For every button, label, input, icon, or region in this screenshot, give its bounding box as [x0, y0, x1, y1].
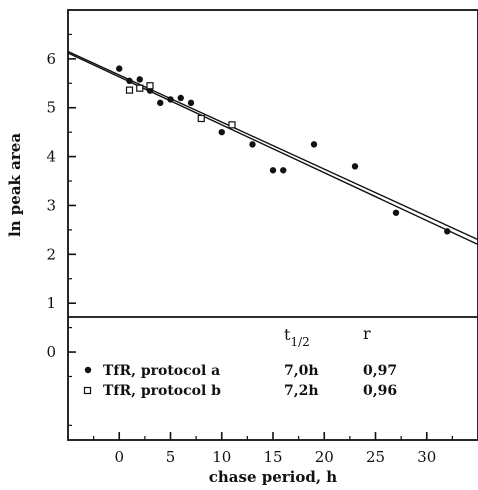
y-axis-label: ln peak area	[6, 133, 24, 237]
data-point-protocol-a	[218, 128, 225, 136]
legend-header-thalf-main: t	[284, 325, 291, 344]
y-tick-label: 4	[46, 148, 56, 166]
x-tick-label: 20	[315, 448, 334, 466]
x-axis-label: chase period, h	[209, 468, 338, 486]
tick-labels: 0 1 2 3 4 5 6 0 5 10 15 20 25 30	[46, 50, 436, 466]
y-tick-label: 3	[46, 196, 56, 214]
legend-header-r: r	[363, 324, 371, 343]
y-tick-label: 2	[46, 245, 56, 263]
data-point-protocol-a	[126, 77, 133, 85]
data-point-protocol-a	[392, 209, 400, 216]
x-tick-label: 0	[114, 448, 124, 466]
data-point-protocol-a	[280, 167, 287, 174]
legend-header-thalf-sub: 1/2	[290, 335, 309, 349]
data-point-protocol-b	[197, 114, 205, 123]
data-point-protocol-a	[444, 228, 451, 235]
data-point-protocol-a	[116, 65, 123, 72]
x-tick-label: 30	[417, 448, 436, 466]
data-points	[116, 65, 451, 235]
legend-r-b: 0,96	[363, 383, 397, 399]
data-point-protocol-a	[351, 163, 359, 170]
data-point-protocol-a	[177, 94, 184, 102]
data-point-protocol-a	[249, 141, 256, 148]
legend-label-a: TfR, protocol a	[103, 363, 220, 379]
data-point-protocol-a	[310, 141, 318, 148]
x-tick-label: 15	[263, 448, 282, 466]
y-tick-label: 5	[46, 99, 56, 117]
ticks	[68, 33, 453, 440]
data-point-protocol-a	[157, 99, 164, 107]
data-point-protocol-a	[136, 76, 143, 83]
legend: t1/2 r TfR, protocol a 7,0h 0,97 TfR, pr…	[83, 324, 397, 399]
data-point-protocol-b	[146, 82, 154, 90]
legend-thalf-b: 7,2h	[284, 383, 319, 399]
data-point-protocol-b	[136, 84, 144, 92]
fit-line-protocol-a	[67, 50, 478, 241]
legend-thalf-a: 7,0h	[284, 363, 319, 379]
legend-label-b: TfR, protocol b	[103, 383, 221, 399]
legend-header-thalf: t1/2	[284, 325, 310, 349]
x-tick-label: 25	[366, 448, 385, 466]
y-tick-label: 0	[46, 343, 56, 361]
data-point-protocol-b	[125, 86, 134, 94]
legend-marker-b	[83, 386, 92, 395]
y-tick-label: 1	[46, 294, 56, 312]
data-point-protocol-a	[269, 167, 277, 174]
data-point-protocol-a	[187, 99, 195, 107]
legend-marker-a	[84, 366, 92, 374]
x-tick-label: 5	[166, 448, 176, 466]
data-point-protocol-a	[167, 96, 174, 103]
legend-r-a: 0,97	[363, 363, 397, 379]
y-tick-label: 6	[46, 50, 56, 68]
x-tick-label: 10	[212, 448, 231, 466]
data-point-protocol-b	[228, 121, 236, 129]
